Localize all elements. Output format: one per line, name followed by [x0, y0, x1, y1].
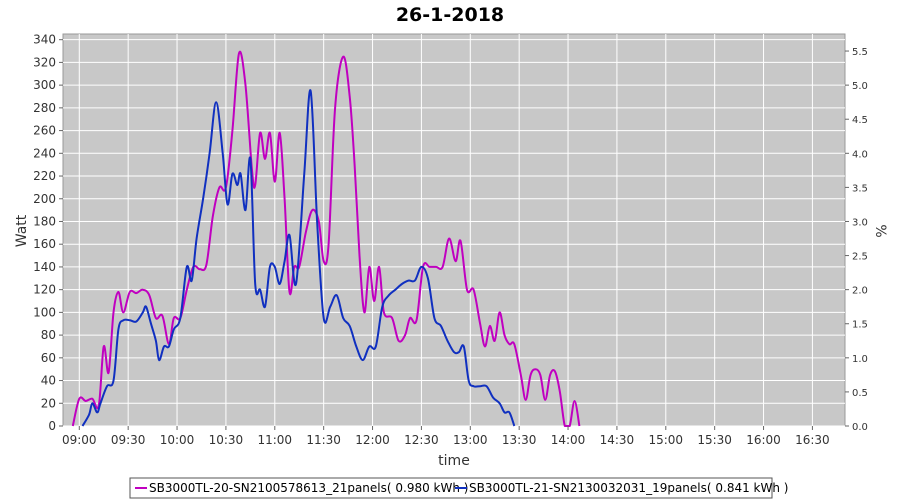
- y-tick-label-0: 0: [48, 419, 56, 433]
- y2-tick-label-6: 3.0: [852, 217, 868, 228]
- x-tick-label-2: 10:00: [160, 433, 195, 447]
- y2-tick-label-4: 2.0: [852, 286, 868, 297]
- y-axis-ticks: 0 20 40 60 80 100 120 140 160 180 200 220 240 260 280 3…: [33, 33, 63, 433]
- series-lines: [71, 50, 581, 427]
- x-tick-label-7: 12:30: [404, 433, 439, 447]
- plot-area: [62, 33, 846, 427]
- y2-tick-label-2: 1.0: [852, 354, 868, 365]
- x-tick-label-1: 09:30: [111, 433, 146, 447]
- x-tick-label-0: 09:00: [62, 433, 97, 447]
- legend-entry-series-2: SB3000TL-21-SN2130032031_19panels( 0.841…: [469, 481, 788, 495]
- x-tick-label-3: 10:30: [209, 433, 244, 447]
- y-tick-label-2: 40: [41, 374, 56, 388]
- x-tick-label-8: 13:00: [453, 433, 488, 447]
- y-tick-label-5: 100: [33, 305, 56, 319]
- x-tick-label-12: 15:00: [648, 433, 683, 447]
- series-line-2: [81, 89, 516, 427]
- grid: [63, 34, 845, 427]
- y2-tick-label-5: 2.5: [852, 252, 868, 263]
- x-axis-ticks: 09:00 09:30 10:00 10:30 11:00 11:30 12:00 12:30…: [62, 426, 830, 447]
- y-tick-label-11: 220: [33, 169, 56, 183]
- y-tick-label-4: 80: [41, 328, 56, 342]
- legend: SB3000TL-20-SN2100578613_21panels( 0.980…: [129, 477, 788, 499]
- y-tick-label-16: 320: [33, 55, 56, 69]
- y2-axis-label: %: [872, 224, 888, 237]
- y-tick-label-8: 160: [33, 237, 56, 251]
- y-tick-label-6: 120: [33, 283, 56, 297]
- chart-title: 26-1-2018: [396, 4, 504, 26]
- y-tick-label-14: 280: [33, 101, 56, 115]
- y2-tick-label-0: 0.0: [852, 422, 868, 433]
- y-tick-label-7: 140: [33, 260, 56, 274]
- y2-tick-label-11: 5.5: [852, 47, 868, 58]
- x-tick-label-14: 16:00: [746, 433, 781, 447]
- x-axis-label: time: [438, 453, 470, 469]
- x-tick-label-11: 14:30: [600, 433, 635, 447]
- y-tick-label-17: 340: [33, 33, 56, 47]
- y2-tick-label-7: 3.5: [852, 183, 868, 194]
- y-tick-label-10: 200: [33, 192, 56, 206]
- y-tick-label-1: 20: [41, 396, 56, 410]
- y-tick-label-9: 180: [33, 214, 56, 228]
- y-tick-label-15: 300: [33, 78, 56, 92]
- x-tick-label-13: 15:30: [697, 433, 732, 447]
- legend-box: [129, 477, 773, 499]
- series-line-1: [71, 50, 581, 427]
- x-tick-label-6: 12:00: [355, 433, 390, 447]
- x-tick-label-4: 11:00: [257, 433, 292, 447]
- y2-tick-label-1: 0.5: [852, 388, 868, 399]
- y2-tick-label-3: 1.5: [852, 320, 868, 331]
- x-tick-label-9: 13:30: [502, 433, 537, 447]
- x-tick-label-15: 16:30: [795, 433, 830, 447]
- x-tick-label-5: 11:30: [306, 433, 341, 447]
- x-tick-label-10: 14:00: [551, 433, 586, 447]
- y2-tick-label-8: 4.0: [852, 149, 868, 160]
- y-tick-label-3: 60: [41, 351, 56, 365]
- legend-entry-series-1: SB3000TL-20-SN2100578613_21panels( 0.980…: [149, 481, 468, 495]
- y-tick-label-12: 240: [33, 146, 56, 160]
- y-axis-label: Watt: [14, 214, 30, 247]
- y2-tick-label-10: 5.0: [852, 81, 868, 92]
- y-tick-label-13: 260: [33, 124, 56, 138]
- y2-axis-ticks: 0.0 0.5 1.0 1.5 2.0 2.5 3.0 3.5 4.0 4.5 5.0 5.5: [845, 47, 868, 433]
- y2-tick-label-9: 4.5: [852, 115, 868, 126]
